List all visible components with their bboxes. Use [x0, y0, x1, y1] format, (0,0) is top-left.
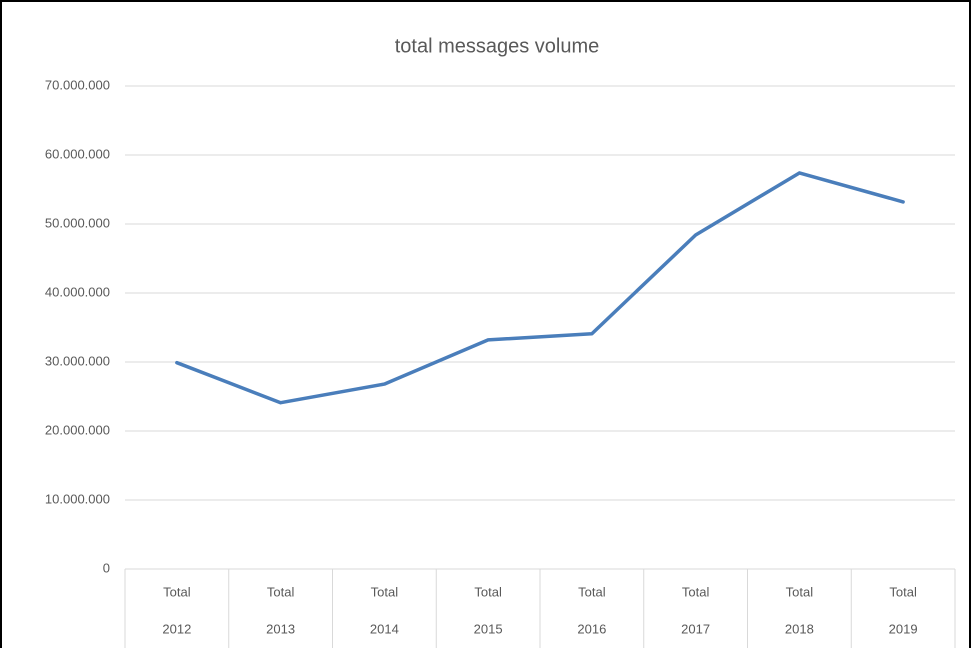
y-tick-label: 50.000.000 [45, 215, 110, 230]
y-tick-label: 0 [103, 560, 110, 575]
x-tick-label: Total [578, 584, 606, 599]
y-tick-label: 40.000.000 [45, 284, 110, 299]
y-tick-label: 20.000.000 [45, 422, 110, 437]
x-tick-label: Total [786, 584, 814, 599]
y-tick-label: 60.000.000 [45, 146, 110, 161]
chart-title: total messages volume [395, 35, 600, 57]
line-series [175, 171, 905, 405]
y-tick-label: 10.000.000 [45, 491, 110, 506]
x-tick-label: Total [682, 584, 710, 599]
x-tick-label: Total [474, 584, 502, 599]
y-tick-label: 30.000.000 [45, 353, 110, 368]
x-tick-label: 2018 [785, 621, 814, 636]
x-tick-label: 2015 [474, 621, 503, 636]
x-tick-label: Total [163, 584, 191, 599]
x-tick-label: 2019 [889, 621, 918, 636]
x-tick-label: Total [889, 584, 917, 599]
x-tick-label: Total [267, 584, 295, 599]
x-tick-label: Total [371, 584, 399, 599]
x-tick-label: 2014 [370, 621, 399, 636]
x-tick-label: 2012 [162, 621, 191, 636]
y-tick-label: 70.000.000 [45, 77, 110, 92]
x-tick-label: 2017 [681, 621, 710, 636]
x-tick-label: 2013 [266, 621, 295, 636]
x-tick-label: 2016 [577, 621, 606, 636]
